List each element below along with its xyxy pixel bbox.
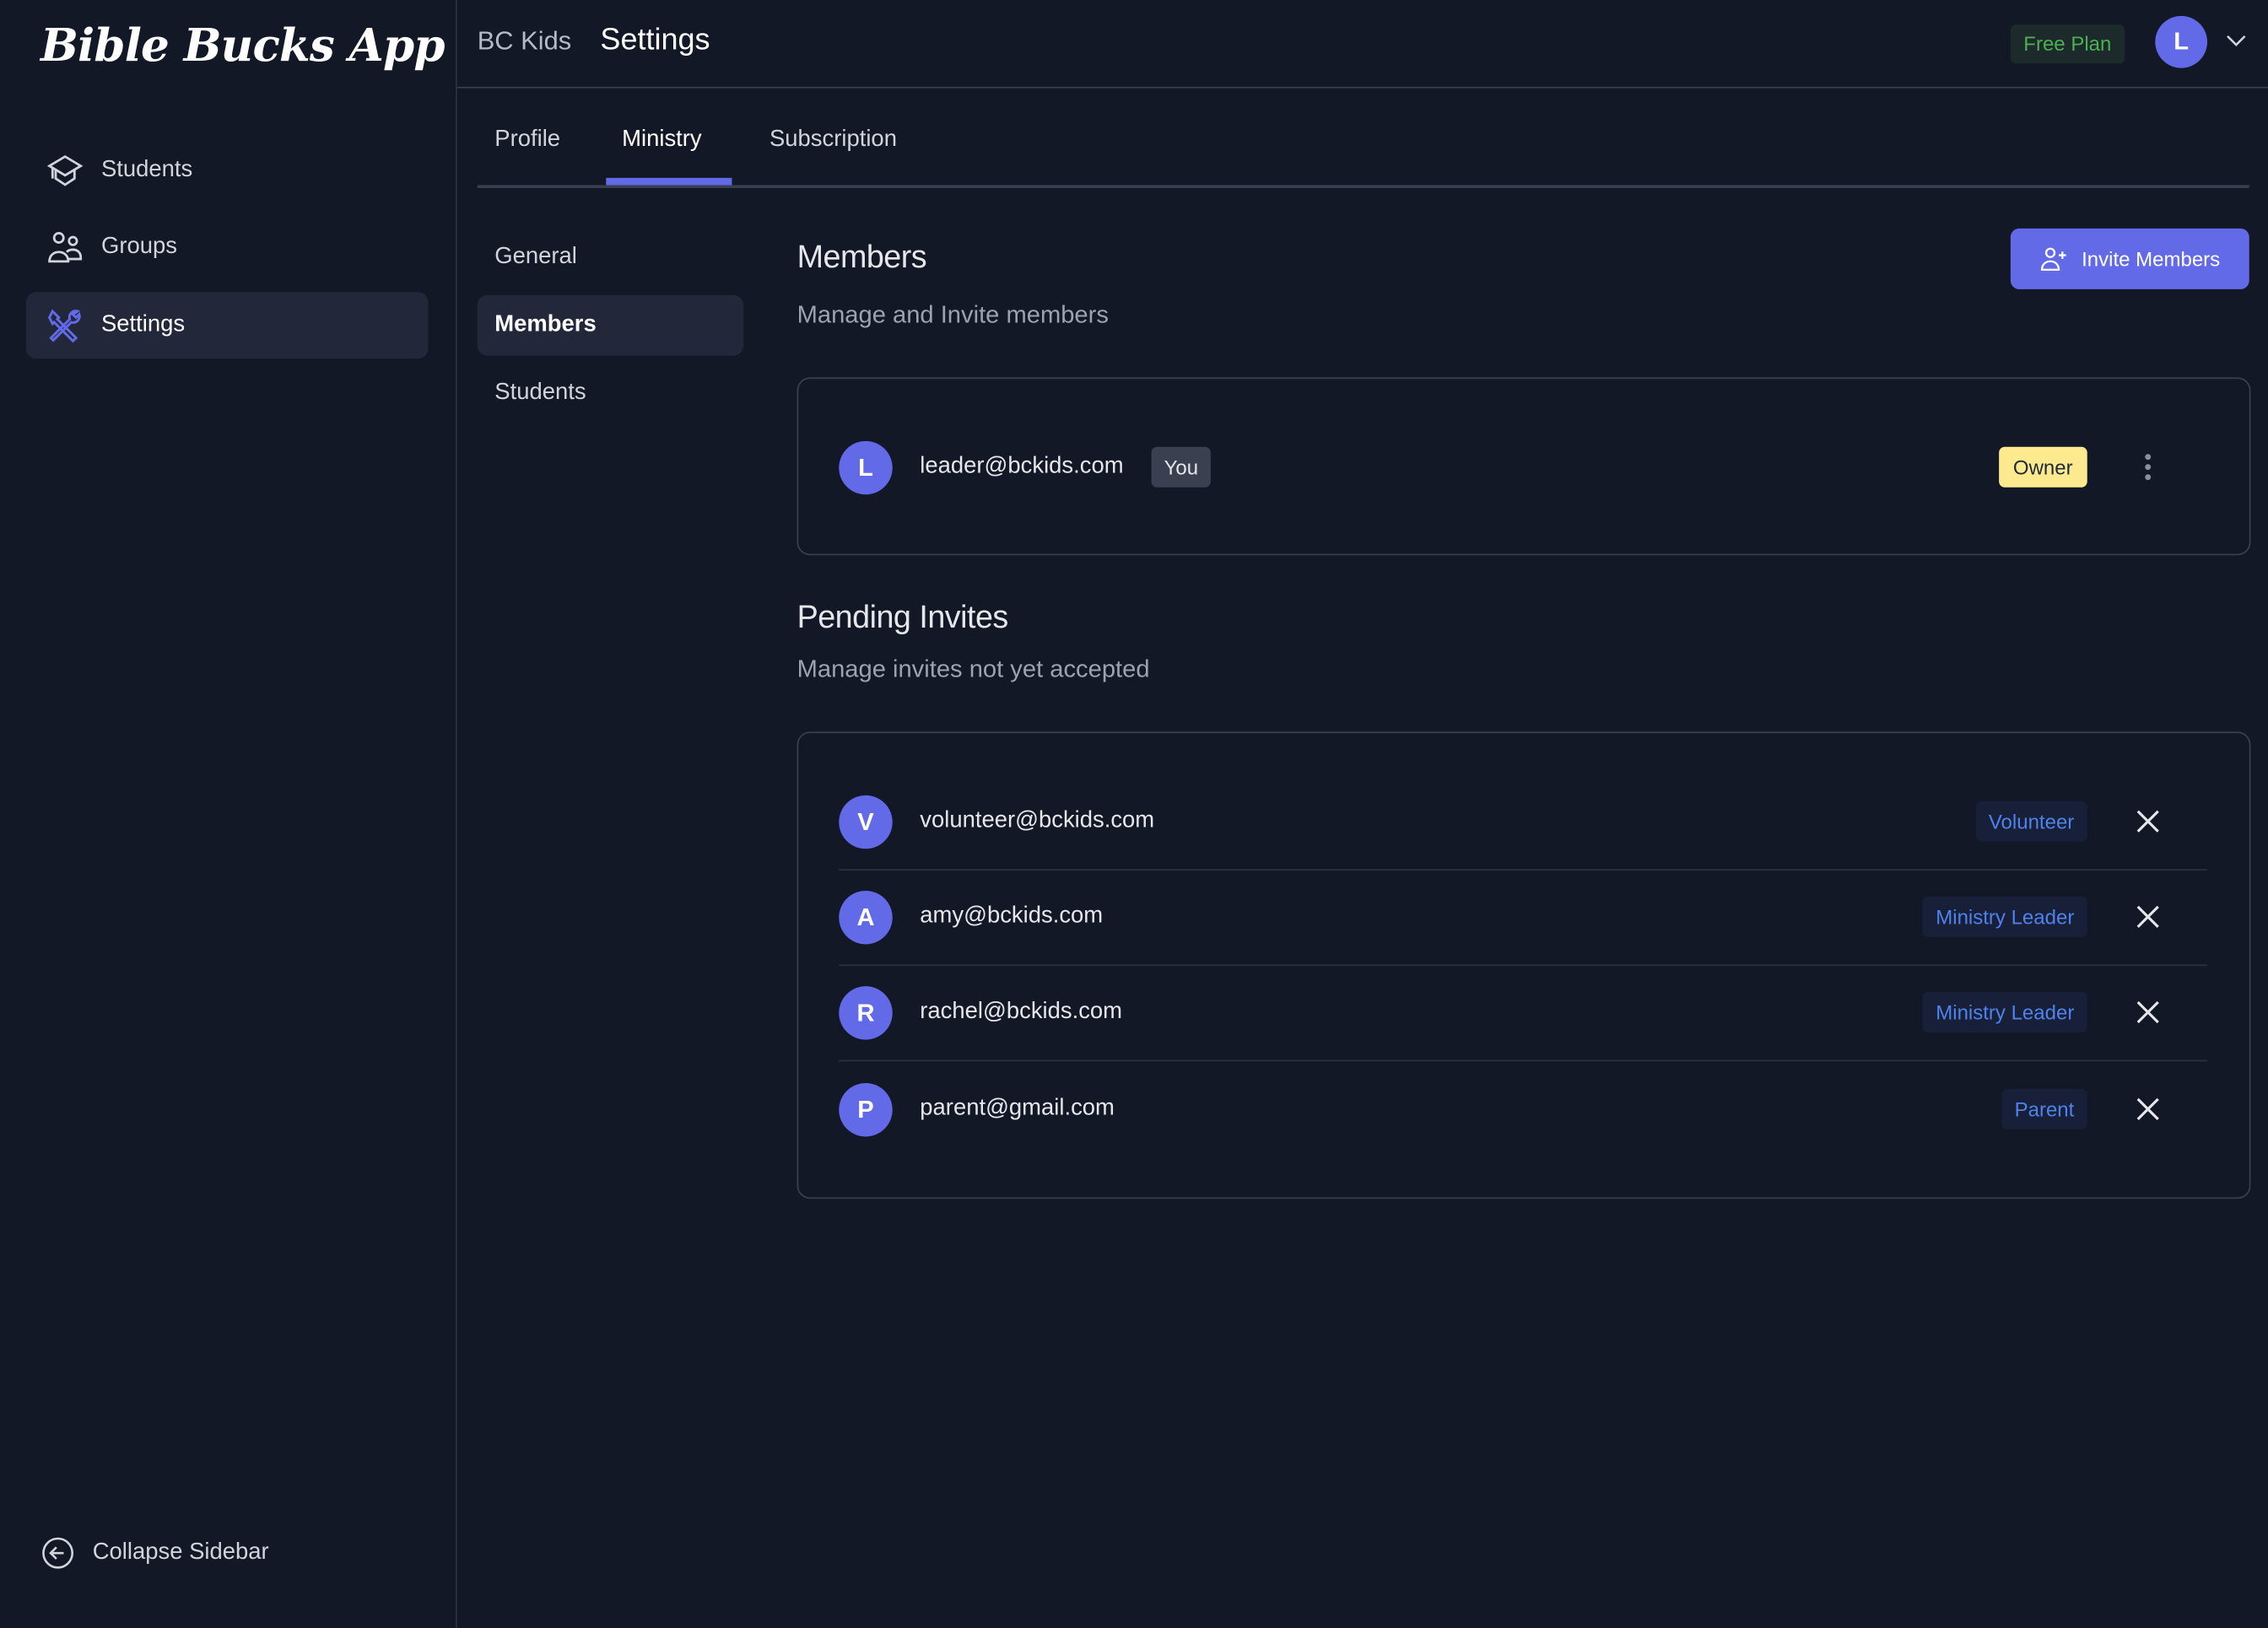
- avatar: L: [839, 440, 893, 494]
- pending-invites-card: V volunteer@bckids.com Volunteer A amy@b…: [796, 731, 2251, 1199]
- collapse-sidebar-button[interactable]: Collapse Sidebar: [40, 1536, 269, 1571]
- close-icon: [2136, 905, 2158, 928]
- subnav-general[interactable]: General: [494, 244, 577, 269]
- arrow-left-circle-icon: [42, 1537, 74, 1569]
- user-avatar[interactable]: L: [2155, 15, 2208, 68]
- avatar: V: [839, 795, 893, 849]
- sidebar-item-settings[interactable]: Settings: [25, 292, 429, 359]
- members-description: Manage and Invite members: [796, 300, 1109, 329]
- sidebar-item-label: Settings: [101, 312, 186, 337]
- member-email: leader@bckids.com: [920, 454, 1124, 479]
- page-title: Settings: [600, 23, 710, 57]
- users-icon: [48, 232, 83, 263]
- chevron-down-icon[interactable]: [2225, 32, 2248, 50]
- revoke-invite-button[interactable]: [2087, 1000, 2207, 1026]
- invite-row: P parent@gmail.com Parent: [839, 1061, 2207, 1156]
- member-row: L leader@bckids.com You Owner: [839, 419, 2207, 515]
- invite-email: volunteer@bckids.com: [920, 808, 1155, 833]
- subnav-members[interactable]: Members: [477, 294, 744, 356]
- role-badge: Owner: [1998, 446, 2087, 488]
- avatar: P: [839, 1082, 893, 1136]
- sidebar-item-label: Groups: [101, 234, 177, 259]
- tab-subscription[interactable]: Subscription: [770, 127, 897, 153]
- avatar: R: [839, 985, 893, 1039]
- sidebar-item-groups[interactable]: Groups: [26, 214, 429, 281]
- sidebar-item-label: Students: [101, 157, 193, 183]
- tab-profile[interactable]: Profile: [494, 127, 561, 153]
- revoke-invite-button[interactable]: [2087, 903, 2207, 930]
- plan-badge: Free Plan: [2010, 24, 2125, 64]
- role-badge: Ministry Leader: [1922, 896, 2087, 937]
- invite-email: parent@gmail.com: [920, 1096, 1115, 1121]
- invite-row: R rachel@bckids.com Ministry Leader: [839, 964, 2208, 1062]
- close-icon: [2136, 810, 2158, 833]
- invite-row: A amy@bckids.com Ministry Leader: [839, 869, 2208, 967]
- sidebar: Bible Bucks App Students Groups Settings…: [0, 0, 457, 1628]
- invite-members-label: Invite Members: [2082, 247, 2221, 271]
- members-heading: Members: [796, 238, 927, 275]
- avatar: A: [839, 890, 893, 944]
- role-badge: Ministry Leader: [1922, 992, 2087, 1033]
- invite-members-button[interactable]: Invite Members: [2010, 228, 2249, 289]
- top-bar: BC Kids Settings Free Plan L: [456, 0, 2268, 89]
- close-icon: [2136, 1097, 2158, 1120]
- sidebar-item-students[interactable]: Students: [26, 137, 429, 204]
- tools-icon: [47, 309, 81, 343]
- revoke-invite-button[interactable]: [2087, 808, 2207, 834]
- close-icon: [2136, 1000, 2158, 1024]
- pending-invites-heading: Pending Invites: [796, 598, 1009, 635]
- graduation-cap-icon: [46, 154, 84, 186]
- subnav-students[interactable]: Students: [494, 380, 586, 406]
- revoke-invite-button[interactable]: [2087, 1096, 2207, 1122]
- invite-row: V volunteer@bckids.com Volunteer: [839, 774, 2208, 871]
- more-vertical-icon: [2144, 454, 2151, 481]
- pending-invites-description: Manage invites not yet accepted: [796, 655, 1150, 683]
- role-badge: Volunteer: [1975, 801, 2087, 842]
- collapse-sidebar-label: Collapse Sidebar: [92, 1539, 269, 1565]
- app-logo: Bible Bucks App: [40, 20, 445, 73]
- members-card: L leader@bckids.com You Owner: [796, 377, 2251, 556]
- user-plus-icon: [2041, 247, 2066, 271]
- invite-email: rachel@bckids.com: [920, 999, 1123, 1024]
- active-tab-indicator: [606, 177, 732, 186]
- invite-email: amy@bckids.com: [920, 903, 1104, 929]
- tab-ministry[interactable]: Ministry: [622, 127, 702, 153]
- role-badge: Parent: [2001, 1088, 2087, 1129]
- breadcrumb[interactable]: BC Kids: [477, 25, 572, 56]
- settings-tabs: Profile Ministry Subscription: [477, 87, 2249, 188]
- you-badge: You: [1151, 446, 1212, 488]
- more-options-button[interactable]: [2087, 453, 2207, 482]
